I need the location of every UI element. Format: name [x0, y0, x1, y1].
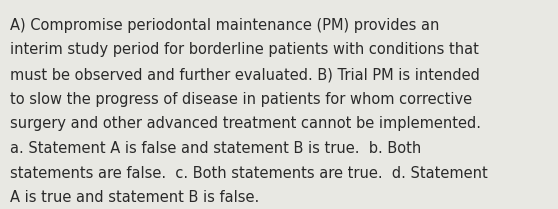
Text: surgery and other advanced treatment cannot be implemented.: surgery and other advanced treatment can…	[10, 116, 481, 131]
Text: must be observed and further evaluated. B) Trial PM is intended: must be observed and further evaluated. …	[10, 67, 480, 82]
Text: statements are false.  c. Both statements are true.  d. Statement: statements are false. c. Both statements…	[10, 166, 488, 181]
Text: interim study period for borderline patients with conditions that: interim study period for borderline pati…	[10, 42, 479, 57]
Text: to slow the progress of disease in patients for whom corrective: to slow the progress of disease in patie…	[10, 92, 472, 107]
Text: A is true and statement B is false.: A is true and statement B is false.	[10, 190, 259, 205]
Text: A) Compromise periodontal maintenance (PM) provides an: A) Compromise periodontal maintenance (P…	[10, 18, 439, 33]
Text: a. Statement A is false and statement B is true.  b. Both: a. Statement A is false and statement B …	[10, 141, 421, 156]
